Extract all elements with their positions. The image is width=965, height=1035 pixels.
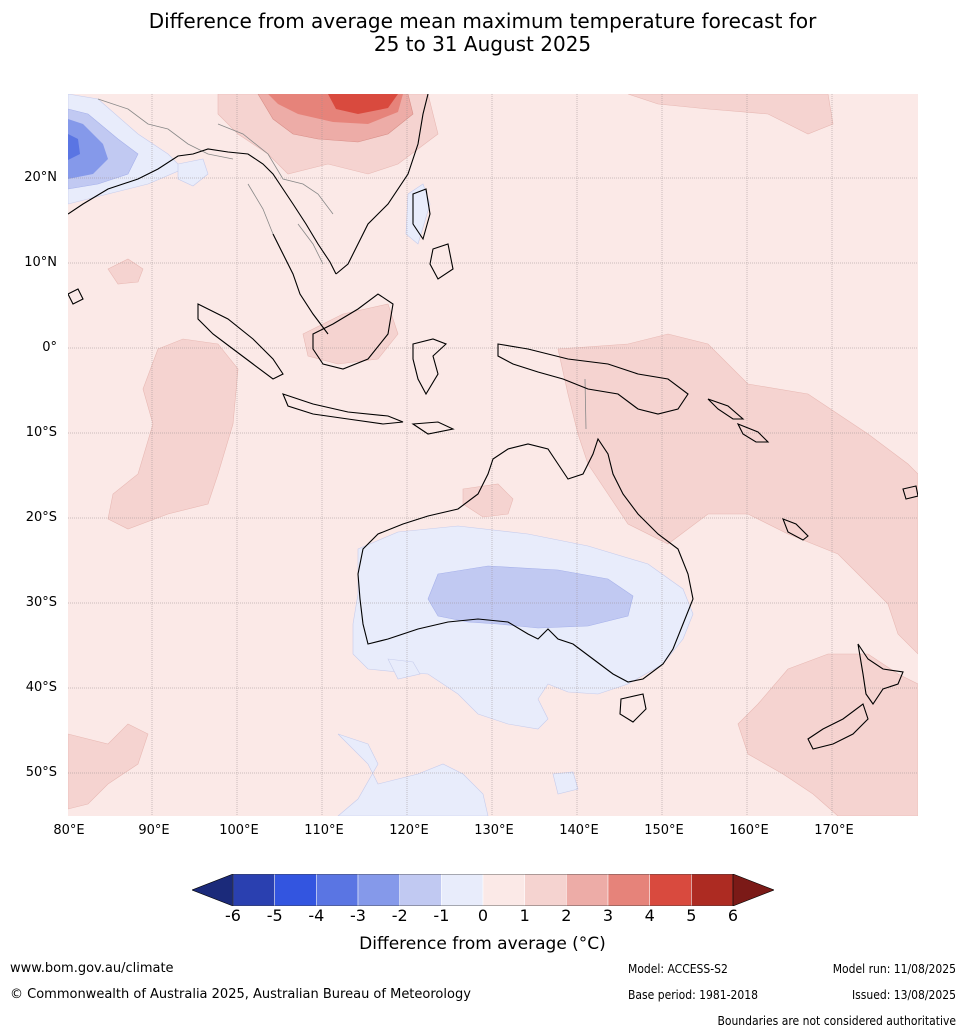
lon-label-140e: 140°E: [559, 823, 599, 838]
model-run-text: Model run: 11/08/2025: [832, 962, 956, 976]
colorbar-tick-label: -5: [266, 906, 283, 925]
colorbar-tick-label: 5: [686, 906, 697, 925]
colorbar-bin: [649, 873, 692, 907]
colorbar-bin: [524, 873, 567, 907]
colorbar-tick-label: 2: [561, 906, 572, 925]
colorbar-tick-label: 1: [519, 906, 530, 925]
colorbar-label: Difference from average (°C): [359, 934, 606, 954]
lat-label-10s: 10°S: [25, 425, 57, 440]
colorbar-bin: [607, 873, 650, 907]
colorbar-graphic: [191, 873, 775, 907]
coastlines: [68, 94, 918, 750]
colorbar-bin: [482, 873, 525, 907]
lat-label-20n: 20°N: [24, 170, 57, 185]
colorbar-tick-label: 4: [644, 906, 655, 925]
colorbar-bin: [691, 873, 734, 907]
colorbar-tick-label: 0: [477, 906, 489, 925]
lon-label-90e: 90°E: [138, 823, 170, 838]
lat-label-10n: 10°N: [24, 255, 57, 270]
lat-label-20s: 20°S: [25, 510, 57, 525]
colorbar-tick-label: -1: [433, 906, 450, 925]
colorbar-tick-label: -3: [350, 906, 366, 925]
colorbar-below-min-triangle: [191, 873, 234, 907]
colorbar-bin: [357, 873, 400, 907]
colorbar-bin: [316, 873, 359, 907]
colorbar-above-max-triangle: [732, 873, 775, 907]
copyright-text: © Commonwealth of Australia 2025, Austra…: [10, 987, 471, 1002]
lat-label-30s: 30°S: [25, 595, 57, 610]
lon-label-100e: 100°E: [219, 823, 259, 838]
lat-label-equator: 0°: [42, 340, 57, 355]
colorbar: [191, 873, 775, 910]
title-line-1: Difference from average mean maximum tem…: [148, 9, 817, 33]
lon-label-160e: 160°E: [729, 823, 769, 838]
colorbar-tick-label: 3: [602, 906, 614, 925]
colorbar-tick-label: -4: [308, 906, 325, 925]
lat-label-50s: 50°S: [25, 765, 57, 780]
colorbar-tick-label: -2: [391, 906, 408, 925]
colorbar-bins: [232, 873, 734, 907]
website-text: www.bom.gov.au/climate: [10, 961, 174, 976]
lon-label-80e: 80°E: [53, 823, 85, 838]
disclaimer-text: Boundaries are not considered authoritat…: [717, 1014, 956, 1028]
colorbar-bin: [566, 873, 609, 907]
lat-label-40s: 40°S: [25, 680, 57, 695]
lon-label-110e: 110°E: [304, 823, 344, 838]
graticule: [68, 94, 918, 816]
forecast-map: [68, 94, 918, 816]
map-canvas: [68, 94, 918, 816]
colorbar-bin: [399, 873, 442, 907]
anomaly-4-to-5-regions: [328, 94, 398, 114]
lon-label-170e: 170°E: [814, 823, 854, 838]
colorbar-bin: [441, 873, 484, 907]
map-title: Difference from average mean maximum tem…: [0, 10, 965, 56]
lon-label-120e: 120°E: [389, 823, 429, 838]
lon-label-130e: 130°E: [474, 823, 514, 838]
base-period-text: Base period: 1981-2018: [628, 988, 759, 1002]
model-text: Model: ACCESS-S2: [628, 962, 728, 976]
colorbar-tick-label: 6: [727, 906, 739, 925]
issued-text: Issued: 13/08/2025: [851, 988, 956, 1002]
colorbar-bin: [232, 873, 275, 907]
anomaly-minus-3-to-minus-2-regions: [68, 119, 108, 179]
title-line-2: 25 to 31 August 2025: [373, 32, 592, 56]
lon-label-150e: 150°E: [644, 823, 684, 838]
colorbar-bin: [274, 873, 317, 907]
anomaly-minus-4-to-minus-3-regions: [68, 134, 80, 160]
colorbar-tick-label: -6: [225, 906, 241, 925]
